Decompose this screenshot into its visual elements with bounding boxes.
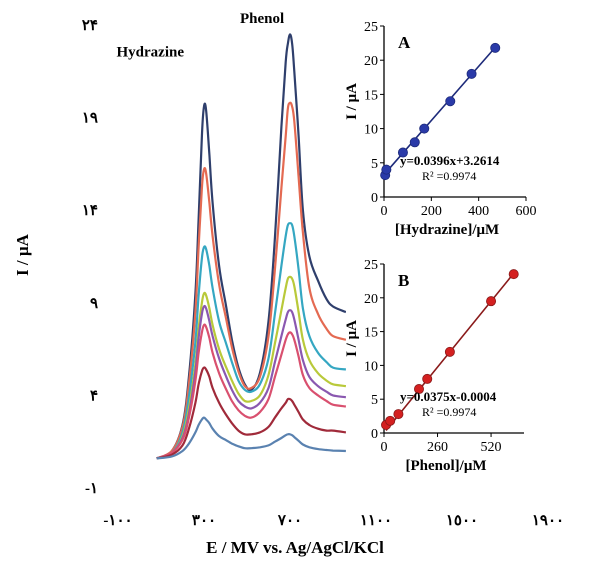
- main-y-tick-label: ٢۴: [82, 18, 98, 34]
- voltammogram-curve-6: [156, 323, 347, 460]
- annotation-hydrazine: Hydrazine: [117, 44, 185, 60]
- inset-a-r-squared: R² =0.9974: [422, 169, 476, 183]
- insetB-y-tick-label: 25: [364, 258, 378, 273]
- insetA-data-point: [466, 68, 477, 79]
- insetA-y-tick-label: 10: [364, 123, 378, 138]
- insetB-y-tick-label: 5: [371, 393, 378, 408]
- inset-b-x-axis-label: [Phenol]/μM: [406, 458, 487, 474]
- insetB-y-tick-label: 15: [364, 326, 378, 341]
- voltammogram-curve-3: [156, 222, 347, 460]
- insetA-x-tick-label: 0: [381, 204, 388, 219]
- inset-a-equation: y=0.0396x+3.2614: [400, 153, 500, 168]
- inset-a-points: [380, 42, 501, 181]
- main-x-tick-label: ٧٠٠: [277, 513, 302, 529]
- main-x-tick-label: ٣٠٠: [192, 513, 216, 529]
- insetA-y-tick-label: 15: [364, 88, 378, 103]
- inset-b-x-tick-labels: 0 260 520: [381, 433, 502, 455]
- inset-a-y-axis-label: I / μA: [344, 83, 360, 120]
- main-x-axis-label: E / MV vs. Ag/AgCl/KCl: [206, 538, 384, 557]
- voltammogram-curves: [156, 33, 347, 460]
- insetB-x-tick-label: 520: [481, 440, 502, 455]
- voltammogram-curve-7: [156, 366, 347, 460]
- voltammogram-curve-4: [156, 275, 347, 460]
- annotation-phenol: Phenol: [240, 11, 284, 27]
- insetB-data-point: [508, 269, 519, 280]
- insetA-y-tick-label: 25: [364, 20, 378, 35]
- main-y-axis-label: I / µA: [13, 233, 32, 276]
- inset-a-calibration-plot: 0 5 10 15 20 25 0 200 400 600 A y=0.0396x+3.2614…: [344, 20, 546, 238]
- voltammogram-curve-1: [156, 33, 347, 460]
- inset-b-y-axis-label: I / μA: [344, 320, 360, 357]
- insetB-x-tick-label: 260: [427, 440, 448, 455]
- main-y-tick-labels: -١ ۴ ٩ ١۴ ١٩ ٢۴: [82, 18, 98, 497]
- inset-b-points: [381, 269, 519, 430]
- voltammogram-curve-5: [156, 304, 347, 460]
- inset-b-y-tick-labels: 0 5 10 15 20 25: [364, 258, 384, 442]
- insetA-data-point: [381, 164, 392, 175]
- main-y-tick-label: -١: [85, 481, 98, 497]
- insetB-y-tick-label: 0: [371, 427, 378, 442]
- inset-b-axes: [383, 264, 524, 434]
- insetA-data-point: [445, 96, 456, 107]
- main-y-tick-label: ١٩: [82, 111, 98, 127]
- voltammogram-curve-8: [156, 416, 346, 460]
- main-x-tick-label: ١٥٠٠: [446, 513, 478, 529]
- insetA-data-point: [490, 42, 501, 53]
- insetA-data-point: [397, 147, 408, 158]
- insetB-x-tick-label: 0: [381, 440, 388, 455]
- inset-b-equation: y=0.0375x-0.0004: [400, 389, 497, 404]
- inset-a-x-axis-label: [Hydrazine]/μM: [395, 222, 499, 238]
- insetA-x-tick-label: 400: [468, 204, 489, 219]
- inset-b-panel-label: B: [398, 271, 409, 290]
- insetB-y-tick-label: 10: [364, 359, 378, 374]
- main-y-tick-label: ۴: [90, 388, 98, 404]
- insetB-data-point: [486, 296, 497, 307]
- insetB-y-tick-label: 20: [364, 292, 378, 307]
- inset-a-x-tick-labels: 0 200 400 600: [381, 197, 537, 219]
- insetA-data-point: [419, 123, 430, 134]
- insetA-x-tick-label: 600: [516, 204, 537, 219]
- insetB-data-point: [422, 373, 433, 384]
- insetB-data-point: [413, 384, 424, 395]
- inset-a-panel-label: A: [398, 33, 411, 52]
- main-y-tick-label: ١۴: [82, 203, 98, 219]
- main-x-tick-label: ١١٠٠: [360, 513, 392, 529]
- insetB-data-point: [385, 415, 396, 426]
- insetA-y-tick-label: 20: [364, 54, 378, 69]
- voltammogram-curve-2: [156, 101, 347, 460]
- main-x-tick-labels: -١٠٠ ٣٠٠ ٧٠٠ ١١٠٠ ١٥٠٠ ١٩٠٠: [103, 513, 564, 529]
- inset-b-calibration-plot: 0 5 10 15 20 25 0 260 520 B y=0.0375x-0.0004 R²…: [344, 258, 544, 474]
- insetA-y-tick-label: 0: [371, 191, 378, 206]
- insetA-data-point: [409, 137, 420, 148]
- insetA-y-tick-label: 5: [371, 157, 378, 172]
- inset-a-y-tick-labels: 0 5 10 15 20 25: [364, 20, 384, 206]
- inset-b-r-squared: R² =0.9974: [422, 405, 476, 419]
- main-voltammogram-chart: -١ ۴ ٩ ١۴ ١٩ ٢۴ -١٠٠ ٣٠٠ ٧٠٠ ١١٠٠ ١٥٠٠ ١٩٠٠ I / µA…: [13, 11, 564, 557]
- insetB-data-point: [444, 346, 455, 357]
- main-x-tick-label: -١٠٠: [103, 513, 132, 529]
- insetA-x-tick-label: 200: [421, 204, 442, 219]
- main-x-tick-label: ١٩٠٠: [532, 513, 564, 529]
- insetB-data-point: [393, 409, 404, 420]
- main-y-tick-label: ٩: [90, 296, 98, 312]
